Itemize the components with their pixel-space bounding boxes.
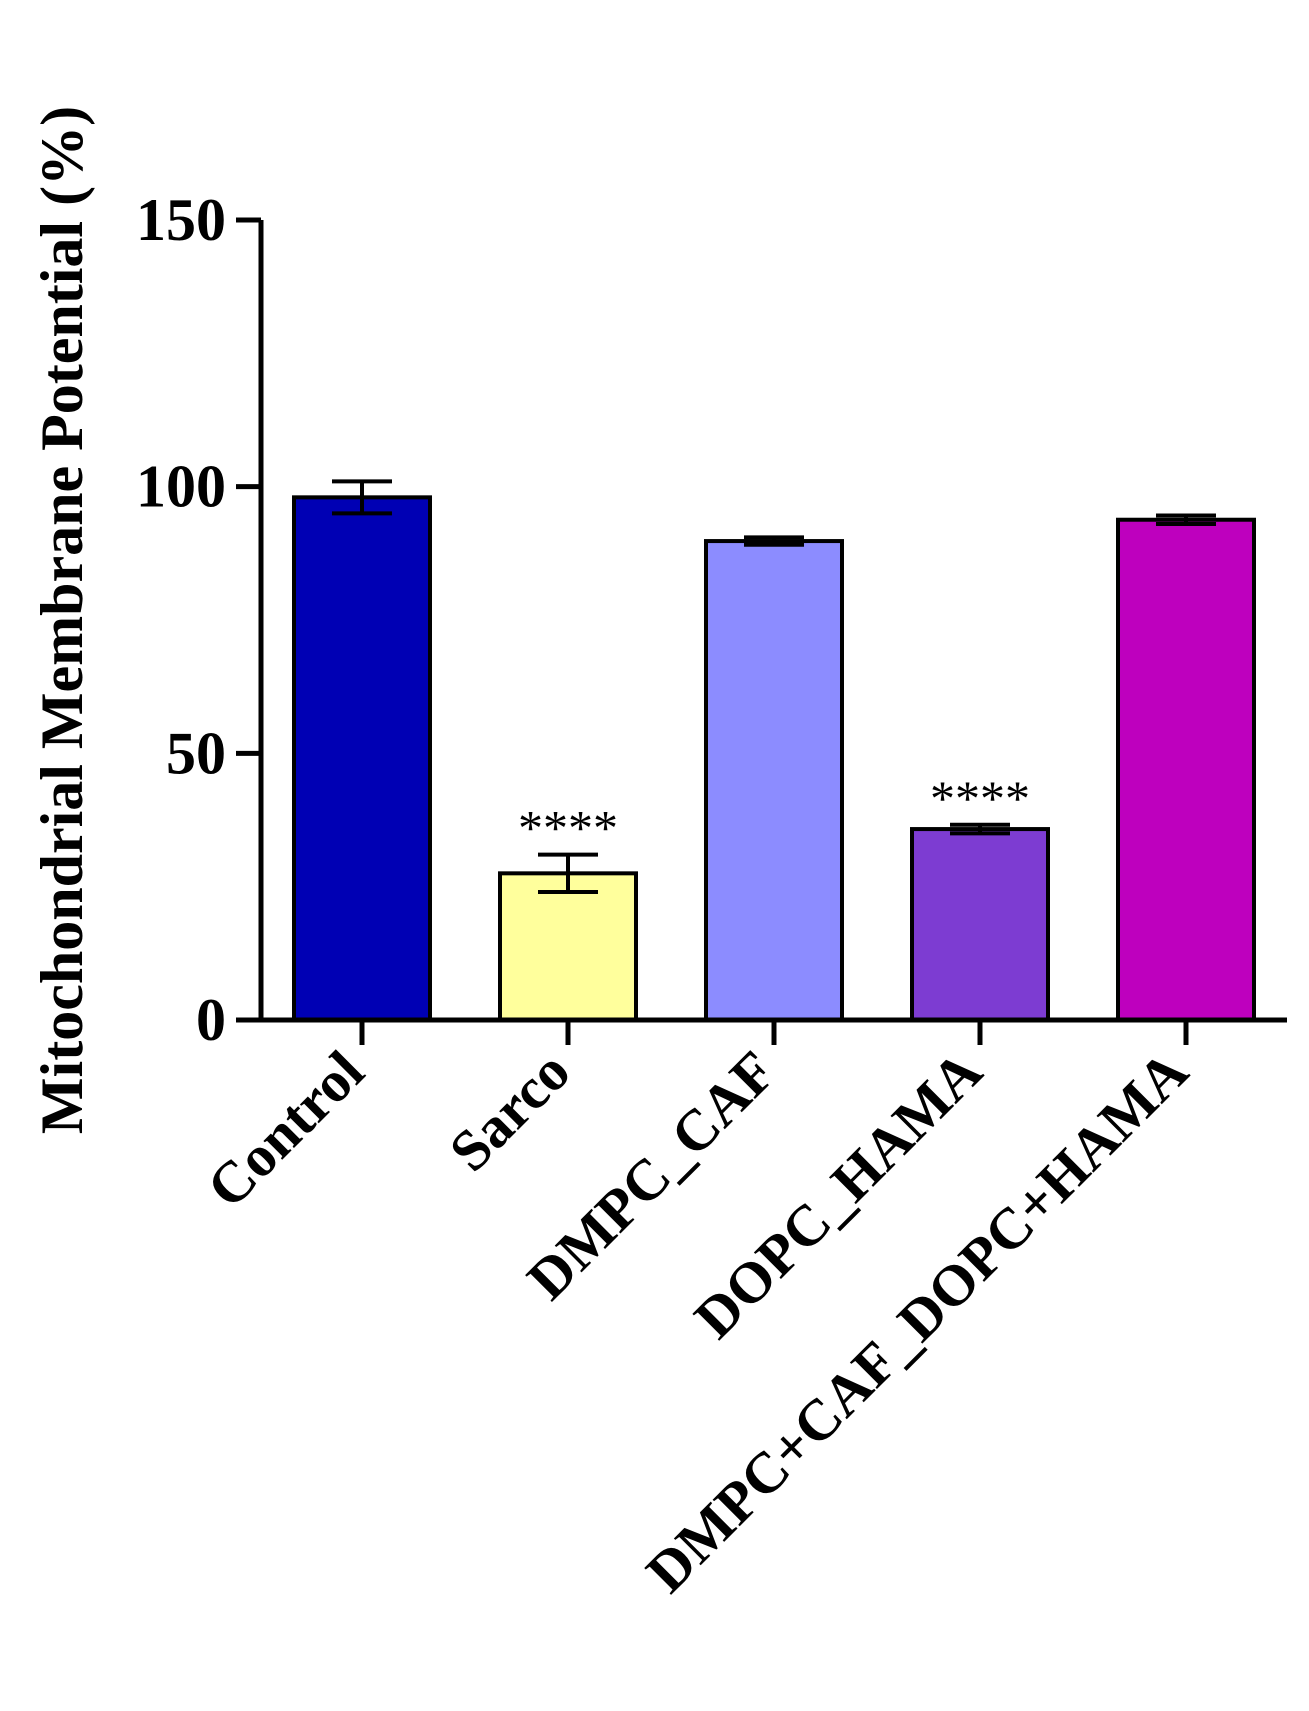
error-bar: [1156, 513, 1216, 526]
bar-dmpc-caf-dopc-hama: [1116, 517, 1256, 1022]
bar-dopc-hama: [910, 827, 1050, 1022]
y-axis-label: Mitochondrial Membrane Potential (%): [29, 106, 95, 1134]
y-tick-label: 150: [136, 187, 226, 253]
bar-control: [292, 495, 432, 1023]
significance-marker: ****: [930, 770, 1030, 826]
y-tick-label: 100: [136, 454, 226, 520]
significance-marker: ****: [518, 800, 618, 856]
x-tick-label: Sarco: [437, 1038, 582, 1183]
error-bar: [332, 479, 392, 516]
bar-sarco: [498, 871, 638, 1022]
error-bar: [744, 535, 804, 547]
bar-dmpc-caf: [704, 539, 844, 1022]
error-bar: [538, 852, 598, 894]
y-tick-label: 50: [166, 720, 226, 786]
x-tick-label: Control: [194, 1038, 376, 1220]
error-bar: [950, 822, 1010, 836]
y-tick-label: 0: [196, 987, 226, 1053]
